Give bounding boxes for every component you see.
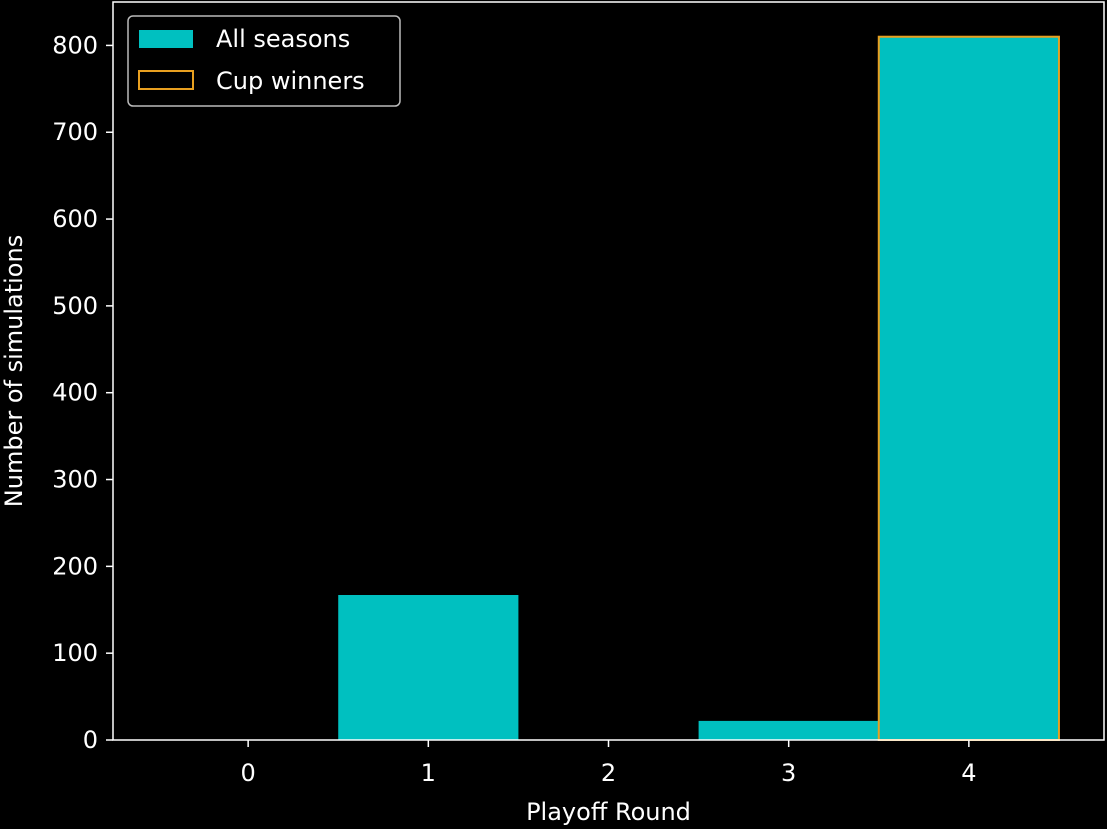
y-tick-label: 300 [52,466,98,494]
y-tick-label: 200 [52,552,98,580]
y-tick-label: 700 [52,118,98,146]
legend-swatch-all-seasons [139,30,193,48]
legend-label-cup-winners: Cup winners [216,67,365,95]
x-axis: 0 1 2 3 4 [240,740,977,787]
legend-label-all-seasons: All seasons [216,25,350,53]
x-tick-label: 3 [781,759,796,787]
x-tick-label: 2 [601,759,616,787]
x-tick-label: 4 [961,759,976,787]
y-axis-label: Number of simulations [0,235,28,507]
x-tick-label: 0 [240,759,255,787]
y-tick-label: 100 [52,639,98,667]
y-axis: 0 100 200 300 400 500 600 700 800 [52,31,113,754]
y-tick-label: 0 [83,726,98,754]
legend-frame [127,15,401,107]
bar-all-seasons-3 [698,720,879,740]
bar-all-seasons-1 [338,595,519,740]
legend: All seasons Cup winners [127,15,401,107]
y-tick-label: 800 [52,31,98,59]
bar-all-seasons-4 [878,36,1059,740]
x-tick-label: 1 [421,759,436,787]
y-tick-label: 600 [52,205,98,233]
y-tick-label: 400 [52,379,98,407]
x-axis-label: Playoff Round [526,798,691,826]
y-tick-label: 500 [52,292,98,320]
legend-swatch-cup-winners [138,70,194,90]
bars-layer [338,35,1060,741]
